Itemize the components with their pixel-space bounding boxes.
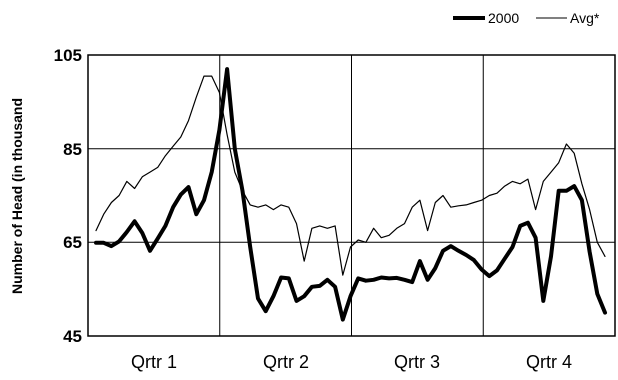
x-tick-label: Qrtr 3 (394, 352, 440, 372)
y-tick-label: 45 (63, 327, 82, 346)
x-tick-label: Qrtr 4 (526, 352, 572, 372)
series-line-2000 (94, 67, 607, 322)
legend: 2000 Avg* (453, 10, 600, 26)
series-layer (94, 67, 607, 322)
y-tick-label: 105 (54, 46, 82, 65)
legend-label-2000: 2000 (488, 10, 519, 26)
legend-label-avg: Avg* (570, 10, 600, 26)
x-axis: Qrtr 1 Qrtr 2 Qrtr 3 Qrtr 4 (131, 352, 572, 372)
x-tick-label: Qrtr 1 (131, 352, 177, 372)
y-tick-label: 65 (63, 233, 82, 252)
y-tick-label: 85 (63, 140, 82, 159)
y-axis-title: Number of Head (in thousand (9, 98, 25, 294)
y-axis: 105 85 65 45 Number of Head (in thousand (9, 46, 82, 346)
x-tick-label: Qrtr 2 (263, 352, 309, 372)
series-line-avg (95, 75, 606, 276)
